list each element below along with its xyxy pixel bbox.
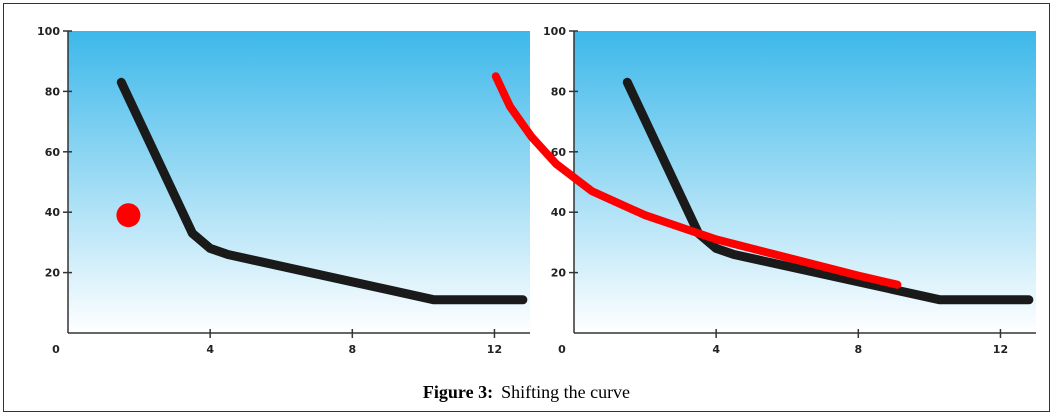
x-tick-label: 12 [487,343,502,356]
x-tick-label: 8 [348,343,356,356]
x-tick-label: 12 [993,343,1008,356]
x-tick-label: 4 [712,343,720,356]
charts-svg: 20 40 60 80 100 4 8 12 0 20 40 60 80 100 4 8 12 0 [37,25,1036,356]
plot-background [68,31,530,333]
y-tick-label: 40 [45,206,61,219]
x-tick-label: 4 [206,343,214,356]
chart-right: 20 40 60 80 100 4 8 12 0 [491,25,1036,356]
y-tick-label: 100 [543,25,566,38]
y-tick-label: 80 [45,85,61,98]
x-tick-label: 8 [854,343,862,356]
curve-line [622,77,1034,305]
y-tick-label: 20 [551,267,567,280]
origin-label: 0 [558,343,566,356]
plot-background [574,31,1036,333]
chart-left: 20 40 60 80 100 4 8 12 0 [37,25,530,356]
curve-line [116,77,528,305]
shifted-curve-line [491,72,902,289]
figure-caption: Figure 3: Shifting the curve [4,382,1049,403]
origin-label: 0 [52,343,60,356]
y-tick-label: 100 [37,25,60,38]
y-tick-label: 80 [551,85,567,98]
y-tick-label: 60 [551,146,567,159]
figure-frame: 20 40 60 80 100 4 8 12 0 20 40 60 80 100 4 8 12 0 Figure… [3,3,1050,412]
red-dot-marker [116,203,141,228]
caption-label: Figure 3: [422,382,494,402]
caption-text: Shifting the curve [501,382,631,402]
y-tick-label: 40 [551,206,567,219]
y-tick-label: 20 [45,267,61,280]
y-tick-label: 60 [45,146,61,159]
